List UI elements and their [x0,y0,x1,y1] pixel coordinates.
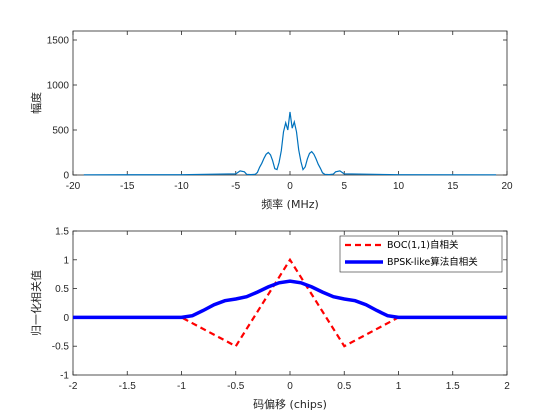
correlation-axes: -2 -1.5 -1 -0.5 0 0.5 1 1.5 2 -1 -0.5 0 0.5 1 1.5 码偏移… [29,227,510,412]
correlation-x-tick-label: 0 [287,381,293,392]
spectrum-x-tick-label: -15 [120,181,135,192]
legend-label-bpsk: BPSK-like算法自相关 [387,256,478,268]
spectrum-y-tick-label: 1500 [47,36,70,47]
spectrum-x-tick-label: -5 [231,181,240,192]
correlation-x-tick-label: -0.5 [227,381,245,392]
spectrum-x-tick-label: -20 [66,181,81,192]
spectrum-x-tick-label: -10 [174,181,189,192]
spectrum-x-label: 频率 (MHz) [261,197,319,211]
correlation-x-ticks: -2 -1.5 -1 -0.5 0 0.5 1 1.5 2 [69,231,510,392]
correlation-y-label: 归一化相关值 [29,270,43,336]
correlation-y-tick-label: 0 [63,313,69,324]
correlation-y-tick-label: 1.5 [55,227,69,238]
correlation-x-tick-label: -1 [177,381,186,392]
correlation-x-tick-label: -2 [69,381,78,392]
correlation-y-tick-label: -0.5 [52,342,70,353]
spectrum-y-tick-label: 1000 [47,81,70,92]
spectrum-y-tick-label: 0 [63,171,69,182]
correlation-y-ticks: -1 -0.5 0 0.5 1 1.5 [52,227,507,382]
correlation-x-tick-label: -1.5 [119,381,137,392]
correlation-x-tick-label: 2 [504,381,510,392]
correlation-y-tick-label: 0.5 [55,284,69,295]
correlation-x-label: 码偏移 (chips) [253,397,327,411]
legend-label-boc: BOC(1,1)自相关 [387,239,459,251]
correlation-y-tick-label: 1 [63,255,69,266]
spectrum-axes-box [72,30,508,176]
legend: BOC(1,1)自相关 BPSK-like算法自相关 [339,235,503,273]
correlation-x-tick-label: 1.5 [446,381,460,392]
correlation-x-tick-label: 1 [396,381,402,392]
spectrum-y-label: 幅度 [29,92,43,114]
spectrum-x-tick-label: 5 [341,181,347,192]
spectrum-x-tick-label: 0 [287,181,293,192]
bpsk-like-autocorrelation-line [73,279,507,320]
spectrum-y-tick-label: 500 [52,126,69,137]
spectrum-x-tick-label: 20 [501,181,513,192]
correlation-x-tick-label: 0.5 [337,381,351,392]
legend-box [339,235,503,273]
spectrum-x-tick-label: 10 [393,181,405,192]
spectrum-x-tick-label: 15 [447,181,459,192]
spectrum-x-ticks: -20 -15 -10 -5 0 5 10 15 20 [66,31,513,192]
correlation-y-tick-label: -1 [60,371,69,382]
spectrum-axes: -20 -15 -10 -5 0 5 10 15 20 0 500 1000 1500 频率 (MHz… [29,30,513,211]
spectrum-y-ticks: 0 500 1000 1500 [47,36,507,182]
spectrum-line [83,111,497,176]
